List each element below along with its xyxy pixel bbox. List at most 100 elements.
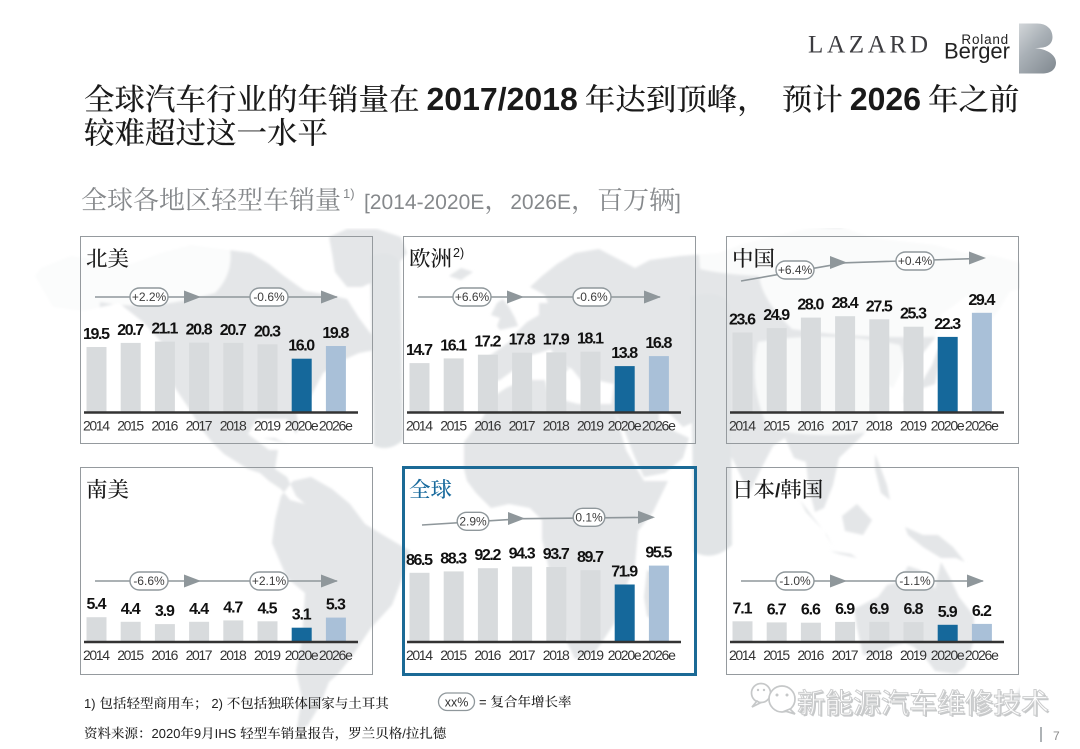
svg-text:6.7: 6.7 xyxy=(767,601,787,618)
svg-text:7.1: 7.1 xyxy=(733,600,753,617)
svg-text:2014: 2014 xyxy=(406,418,433,434)
svg-text:93.7: 93.7 xyxy=(543,546,570,563)
svg-text:4.4: 4.4 xyxy=(189,601,209,618)
svg-text:-1.1%: -1.1% xyxy=(899,574,931,588)
svg-text:2015: 2015 xyxy=(117,418,144,434)
svg-text:6.8: 6.8 xyxy=(904,601,924,618)
svg-text:5.3: 5.3 xyxy=(326,597,346,614)
svg-text:23.6: 23.6 xyxy=(729,312,756,329)
svg-text:2014: 2014 xyxy=(83,647,110,663)
svg-text:86.5: 86.5 xyxy=(406,552,433,569)
svg-text:5.9: 5.9 xyxy=(938,604,958,621)
svg-text:3.9: 3.9 xyxy=(155,603,175,620)
svg-text:17.2: 17.2 xyxy=(474,334,501,351)
svg-text:2014: 2014 xyxy=(406,647,433,663)
svg-text:+2.1%: +2.1% xyxy=(252,574,287,588)
svg-text:2): 2) xyxy=(453,246,464,260)
svg-text:xx%: xx% xyxy=(445,696,469,710)
svg-text:5.4: 5.4 xyxy=(87,596,107,613)
svg-text:20.8: 20.8 xyxy=(186,322,213,339)
svg-text:25.3: 25.3 xyxy=(900,306,927,323)
svg-text:2018: 2018 xyxy=(220,418,247,434)
svg-text:95.5: 95.5 xyxy=(645,545,672,562)
svg-text:-0.6%: -0.6% xyxy=(253,290,285,304)
svg-text:6.9: 6.9 xyxy=(835,601,855,618)
svg-text:27.5: 27.5 xyxy=(866,298,893,315)
svg-text:2018: 2018 xyxy=(543,647,570,663)
svg-text:89.7: 89.7 xyxy=(577,549,604,566)
svg-text:-1.0%: -1.0% xyxy=(779,574,811,588)
svg-text:92.2: 92.2 xyxy=(474,547,501,564)
svg-text:2020e: 2020e xyxy=(285,647,319,663)
svg-text:2014: 2014 xyxy=(83,418,110,434)
svg-text:20.3: 20.3 xyxy=(254,323,281,340)
svg-text:2018: 2018 xyxy=(866,647,893,663)
svg-text:2017: 2017 xyxy=(832,418,859,434)
svg-text:94.3: 94.3 xyxy=(509,546,536,563)
svg-text:2026e: 2026e xyxy=(965,647,999,663)
svg-text:20.7: 20.7 xyxy=(117,322,144,339)
svg-text:4.7: 4.7 xyxy=(223,599,243,616)
svg-text:2014: 2014 xyxy=(729,418,756,434)
svg-text:28.0: 28.0 xyxy=(797,297,824,314)
svg-text:2020e: 2020e xyxy=(608,418,642,434)
svg-text:2015: 2015 xyxy=(763,418,790,434)
svg-text:+0.4%: +0.4% xyxy=(898,254,933,268)
svg-text:-0.6%: -0.6% xyxy=(576,290,608,304)
svg-text:2019: 2019 xyxy=(900,647,927,663)
svg-text:88.3: 88.3 xyxy=(440,550,467,567)
svg-text:2026e: 2026e xyxy=(965,418,999,434)
svg-text:71.9: 71.9 xyxy=(611,564,638,581)
svg-text:20.7: 20.7 xyxy=(220,322,247,339)
svg-text:16.8: 16.8 xyxy=(645,335,672,352)
svg-text:2026e: 2026e xyxy=(642,647,676,663)
svg-text:0.1%: 0.1% xyxy=(575,511,603,525)
svg-text:2018: 2018 xyxy=(220,647,247,663)
svg-text:2020e: 2020e xyxy=(608,647,642,663)
svg-text:16.0: 16.0 xyxy=(288,338,315,355)
svg-text:2017: 2017 xyxy=(509,647,536,663)
svg-text:2019: 2019 xyxy=(254,647,281,663)
svg-text:+6.4%: +6.4% xyxy=(778,263,813,277)
svg-text:2015: 2015 xyxy=(440,418,467,434)
svg-text:2.9%: 2.9% xyxy=(459,515,487,529)
svg-text:2016: 2016 xyxy=(797,647,824,663)
svg-text:1): 1) xyxy=(343,186,355,201)
svg-text:4.4: 4.4 xyxy=(121,601,141,618)
svg-text:29.4: 29.4 xyxy=(968,292,995,309)
svg-text:2017: 2017 xyxy=(832,647,859,663)
svg-text:2014: 2014 xyxy=(729,647,756,663)
svg-text:2020e: 2020e xyxy=(931,647,965,663)
svg-text:2020e: 2020e xyxy=(931,418,965,434)
svg-text:-6.6%: -6.6% xyxy=(133,574,165,588)
svg-text:19.5: 19.5 xyxy=(83,326,110,343)
svg-text:3.1: 3.1 xyxy=(292,607,312,624)
svg-text:2016: 2016 xyxy=(474,418,501,434)
svg-text:4.5: 4.5 xyxy=(258,600,278,617)
svg-text:16.1: 16.1 xyxy=(440,337,467,354)
svg-text:19.8: 19.8 xyxy=(322,325,349,342)
svg-text:28.4: 28.4 xyxy=(832,295,859,312)
svg-text:2018: 2018 xyxy=(866,418,893,434)
svg-text:2020e: 2020e xyxy=(285,418,319,434)
svg-text:2019: 2019 xyxy=(577,418,604,434)
svg-text:2026e: 2026e xyxy=(642,418,676,434)
svg-text:2015: 2015 xyxy=(763,647,790,663)
svg-text:2016: 2016 xyxy=(797,418,824,434)
svg-text:21.1: 21.1 xyxy=(151,321,178,338)
svg-text:7: 7 xyxy=(1053,729,1060,743)
svg-text:2017: 2017 xyxy=(186,418,213,434)
svg-text:2017: 2017 xyxy=(186,647,213,663)
svg-text:2016: 2016 xyxy=(151,418,178,434)
svg-text:14.7: 14.7 xyxy=(406,342,433,359)
svg-text:Roland: Roland xyxy=(961,32,1009,47)
svg-text:6.6: 6.6 xyxy=(801,602,821,619)
svg-text:2026e: 2026e xyxy=(319,418,353,434)
svg-text:2015: 2015 xyxy=(440,647,467,663)
svg-text:24.9: 24.9 xyxy=(763,307,790,324)
svg-text:17.9: 17.9 xyxy=(543,331,570,348)
svg-text:2017: 2017 xyxy=(509,418,536,434)
svg-text:Berger: Berger xyxy=(944,39,1010,64)
svg-text:LAZARD: LAZARD xyxy=(808,32,928,59)
svg-text:2026e: 2026e xyxy=(319,647,353,663)
